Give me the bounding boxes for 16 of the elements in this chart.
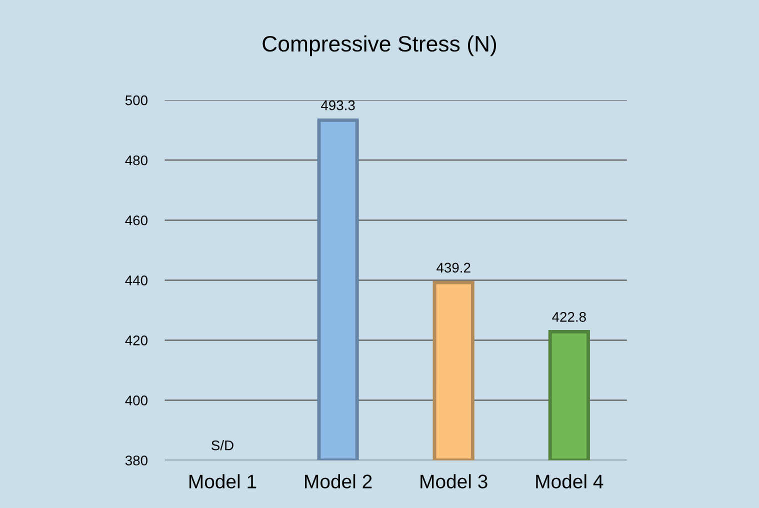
y-tick-label: 420 — [125, 336, 148, 346]
text: S/D — [212, 440, 234, 450]
y-tick-label: 500 — [125, 95, 148, 106]
data-label: 422.8 — [552, 312, 586, 322]
y-tick-label: 380 — [125, 456, 148, 466]
x-tick-label: Model 3 — [420, 474, 488, 488]
x-tick-label: Model 4 — [536, 474, 604, 488]
y-tick-label: 460 — [125, 215, 148, 226]
y-tick-label: 440 — [125, 275, 148, 286]
data-label: 439.2 — [436, 262, 470, 273]
y-tick-label: 400 — [125, 396, 148, 406]
x-tick-label: Model 2 — [305, 474, 372, 488]
data-label: 493.3 — [320, 100, 355, 110]
chart-title: Compressive Stress (N) — [262, 35, 496, 56]
x-tick-label: Model 1 — [189, 474, 256, 488]
y-tick-label: 480 — [125, 155, 148, 166]
